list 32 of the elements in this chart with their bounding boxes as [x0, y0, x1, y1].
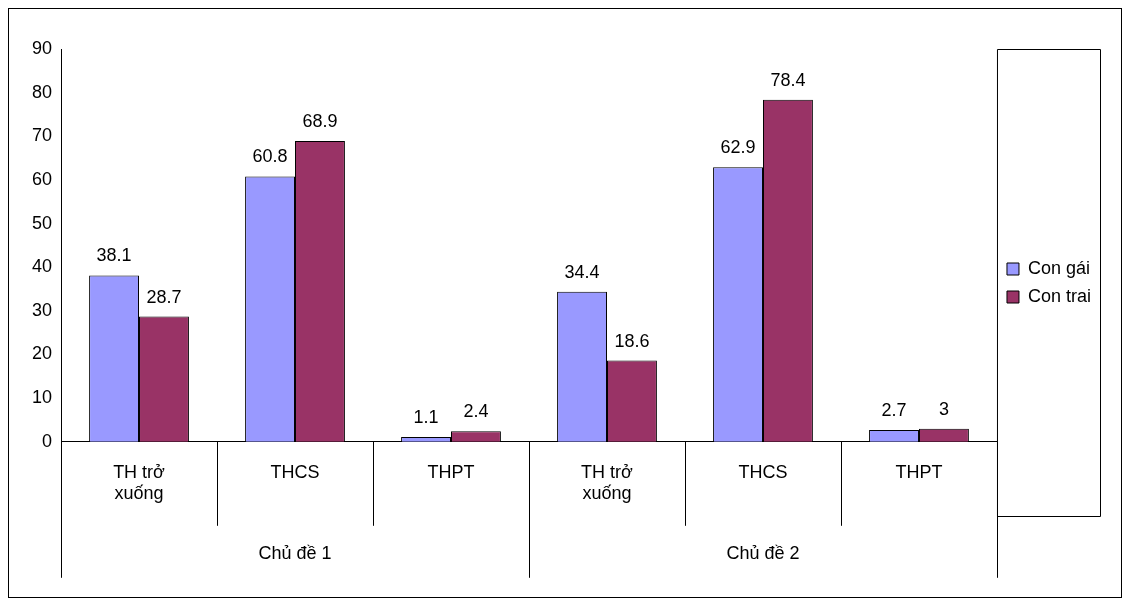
legend-label: Con trai: [1027, 285, 1091, 306]
text: Chủ đề 1: [258, 542, 332, 563]
y-tick-label: 20: [31, 343, 53, 364]
x-tick-label: THCS: [738, 461, 788, 482]
y-tick-label: 80: [31, 81, 53, 102]
y-tick-label: 30: [31, 299, 53, 320]
y-tick-label: 70: [31, 125, 53, 146]
y-tick-label: 10: [31, 387, 53, 408]
data-label: 2.7: [881, 399, 907, 420]
x-tick-label: THPT: [427, 461, 475, 482]
data-label: 1.1: [413, 406, 439, 427]
data-label: 28.7: [146, 286, 182, 307]
data-label: 18.6: [614, 330, 650, 351]
legend-label: Con gái: [1027, 257, 1091, 278]
data-label: 38.1: [96, 245, 132, 266]
data-label: 2.4: [463, 401, 489, 422]
x-tick-label: TH trở xuống: [581, 461, 634, 504]
y-tick-label: 50: [31, 212, 53, 233]
text: Chủ đề 2: [726, 542, 800, 563]
y-tick-label: 60: [31, 168, 53, 189]
y-tick-label: 0: [42, 430, 53, 451]
data-label: 68.9: [302, 111, 338, 132]
y-tick-label: 40: [31, 256, 53, 277]
x-tick-label: THCS: [270, 461, 320, 482]
data-label: 3: [938, 398, 949, 419]
data-label: 78.4: [770, 69, 806, 90]
x-tick-label: TH trở xuống: [113, 461, 166, 504]
y-tick-label: 90: [31, 37, 53, 58]
data-label: 62.9: [720, 137, 756, 158]
x-tick-label: THPT: [895, 461, 943, 482]
data-label: 34.4: [564, 261, 600, 282]
data-label: 60.8: [252, 146, 288, 167]
